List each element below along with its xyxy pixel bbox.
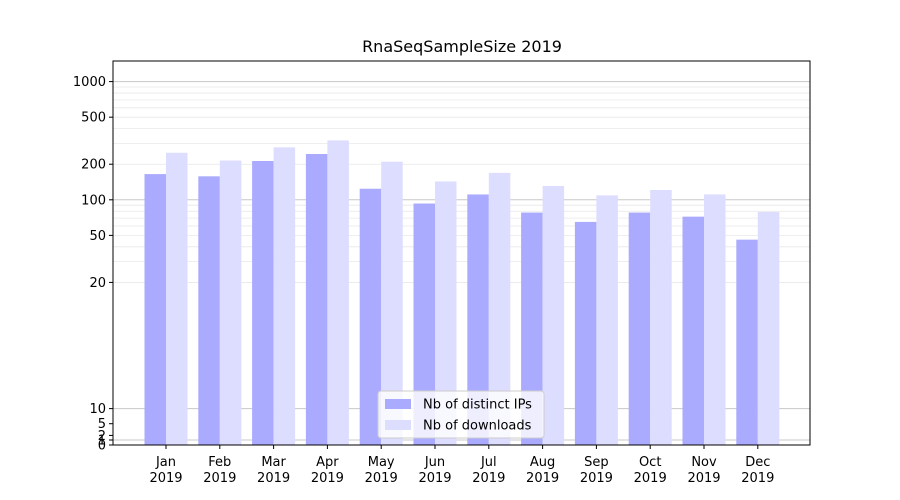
y-tick-label: 1000 bbox=[73, 75, 106, 90]
x-axis: Jan 2019 Feb 2019 Mar 2019 Apr 2019 May 2019 Jun 20… bbox=[149, 445, 774, 486]
bar-distinct-ips bbox=[574, 221, 597, 445]
x-tick-label: Feb 2019 bbox=[203, 455, 236, 486]
bar-downloads bbox=[650, 190, 672, 445]
bar-downloads bbox=[596, 195, 618, 445]
legend-label: Nb of distinct IPs bbox=[423, 398, 532, 413]
bar-distinct-ips bbox=[305, 154, 328, 445]
x-tick-label: Mar 2019 bbox=[257, 455, 290, 486]
bar-downloads bbox=[381, 161, 403, 445]
y-tick-label: 1 bbox=[98, 433, 106, 448]
legend-swatch bbox=[385, 420, 411, 430]
bar-distinct-ips bbox=[359, 188, 382, 445]
y-tick-label: 500 bbox=[81, 111, 106, 126]
x-tick-label: Oct 2019 bbox=[634, 455, 667, 486]
bar-distinct-ips bbox=[252, 160, 274, 445]
y-tick-label: 0 bbox=[98, 439, 106, 454]
bar-distinct-ips bbox=[628, 212, 651, 445]
x-tick-label: May 2019 bbox=[365, 455, 398, 486]
bar-distinct-ips bbox=[144, 174, 166, 446]
bar-distinct-ips bbox=[521, 212, 543, 445]
bar-downloads bbox=[488, 172, 511, 446]
x-tick-label: Jun 2019 bbox=[418, 455, 451, 486]
bar-distinct-ips bbox=[413, 203, 435, 445]
x-tick-label: Nov 2019 bbox=[687, 455, 720, 486]
bar-downloads bbox=[704, 194, 726, 445]
y-tick-label: 20 bbox=[89, 276, 106, 291]
y-tick-label: 5 bbox=[98, 417, 106, 432]
y-tick-label: 2 bbox=[98, 429, 106, 444]
bar-distinct-ips bbox=[736, 239, 758, 445]
x-tick-label: Dec 2019 bbox=[741, 455, 774, 486]
bar-downloads bbox=[757, 211, 780, 445]
legend-box bbox=[377, 390, 545, 439]
bar-distinct-ips bbox=[467, 194, 489, 445]
y-tick-label: 10 bbox=[89, 402, 106, 417]
bar-downloads bbox=[435, 181, 457, 446]
bars bbox=[144, 140, 780, 446]
bar-distinct-ips bbox=[198, 176, 220, 445]
x-tick-label: Apr 2019 bbox=[311, 455, 344, 486]
legend-label: Nb of downloads bbox=[423, 419, 532, 434]
x-tick-label: Jan 2019 bbox=[149, 455, 182, 486]
bar-downloads bbox=[166, 152, 188, 445]
x-tick-label: Jul 2019 bbox=[472, 455, 505, 486]
y-tick-label: 100 bbox=[81, 193, 106, 208]
legend-swatch bbox=[385, 399, 411, 409]
plot-frame bbox=[112, 60, 811, 446]
bar-downloads bbox=[219, 160, 242, 445]
bar-downloads bbox=[273, 147, 296, 445]
x-tick-label: Sep 2019 bbox=[580, 455, 613, 486]
y-tick-label: 50 bbox=[89, 229, 106, 244]
legend: Nb of distinct IPs Nb of downloads bbox=[377, 390, 545, 439]
bar-downloads bbox=[327, 140, 349, 445]
x-tick-label: Aug 2019 bbox=[526, 455, 559, 486]
chart-title: RnaSeqSampleSize 2019 bbox=[362, 37, 562, 56]
bar-downloads bbox=[542, 185, 565, 445]
bar-distinct-ips bbox=[682, 216, 704, 445]
y-tick-label: 200 bbox=[81, 158, 106, 173]
